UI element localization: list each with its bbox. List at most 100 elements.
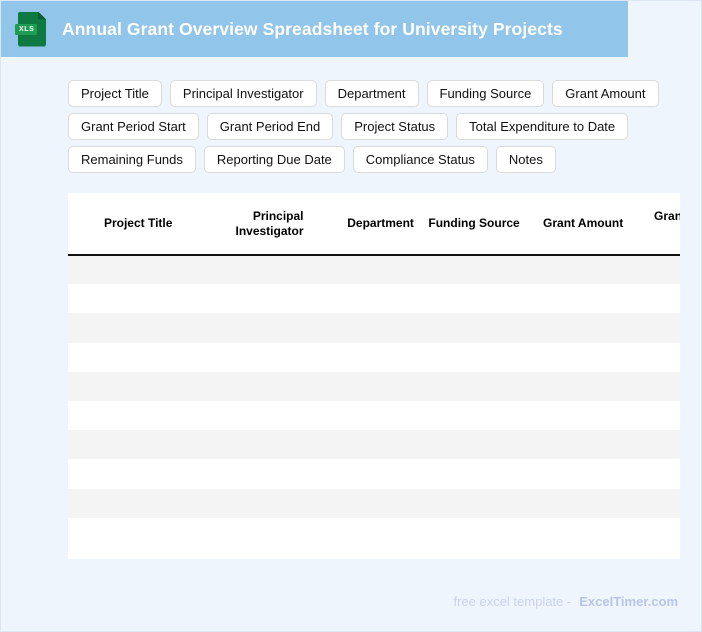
table-cell[interactable] (629, 342, 680, 372)
table-cell[interactable] (68, 342, 179, 372)
table-cell[interactable] (419, 255, 526, 285)
table-cell[interactable] (525, 488, 630, 518)
field-chip[interactable]: Principal Investigator (169, 80, 317, 107)
table-cell[interactable] (178, 400, 310, 431)
table-cell[interactable] (525, 400, 630, 431)
field-chip[interactable]: Total Expenditure to Date (456, 113, 629, 140)
column-header[interactable]: Grant Amount (525, 193, 630, 256)
table-row[interactable] (68, 255, 680, 285)
table-row[interactable] (68, 459, 680, 489)
table-cell[interactable] (419, 400, 526, 431)
table-cell[interactable] (68, 517, 179, 547)
header-banner: XLS Annual Grant Overview Spreadsheet fo… (1, 1, 628, 57)
field-chip[interactable]: Department (324, 80, 419, 107)
table-row[interactable] (68, 517, 680, 547)
field-chip[interactable]: Grant Period End (206, 113, 334, 140)
table-row[interactable] (68, 488, 680, 518)
spreadsheet-table: Project Title Principal Investigator Depar… (68, 193, 680, 547)
footer-label: free excel template - (453, 594, 572, 609)
table-head: Project Title Principal Investigator Depar… (68, 193, 680, 256)
table-cell[interactable] (309, 313, 420, 343)
table-cell[interactable] (525, 342, 630, 372)
field-chip[interactable]: Grant Period Start (68, 113, 199, 140)
field-chip[interactable]: Project Title (68, 80, 162, 107)
xls-file-icon: XLS (15, 11, 46, 47)
field-chip[interactable]: Compliance Status (352, 146, 488, 173)
table-cell[interactable] (525, 517, 630, 547)
table-cell[interactable] (309, 517, 420, 547)
table-cell[interactable] (629, 488, 680, 518)
table-cell[interactable] (68, 459, 179, 489)
field-chip[interactable]: Notes (495, 146, 556, 173)
table-row[interactable] (68, 284, 680, 314)
table-cell[interactable] (525, 430, 630, 460)
table-cell[interactable] (629, 313, 680, 343)
table-cell[interactable] (309, 342, 420, 372)
table-row[interactable] (68, 430, 680, 460)
table-cell[interactable] (68, 313, 179, 343)
field-chip[interactable]: Remaining Funds (68, 146, 196, 173)
table-row[interactable] (68, 313, 680, 343)
table-cell[interactable] (309, 430, 420, 460)
field-chip[interactable]: Reporting Due Date (203, 146, 345, 173)
table-cell[interactable] (629, 284, 680, 314)
xls-icon-fold-corner (38, 11, 46, 20)
spreadsheet-table-container[interactable]: Project Title Principal Investigator Depar… (68, 193, 680, 559)
table-cell[interactable] (525, 459, 630, 489)
table-cell[interactable] (419, 459, 526, 489)
table-cell[interactable] (309, 400, 420, 431)
table-cell[interactable] (419, 488, 526, 518)
table-cell[interactable] (309, 255, 420, 285)
table-cell[interactable] (178, 459, 310, 489)
table-cell[interactable] (419, 284, 526, 314)
field-chip-list: Project Title Principal Investigator Depar… (68, 80, 684, 173)
table-cell[interactable] (419, 517, 526, 547)
table-cell[interactable] (178, 342, 310, 372)
table-cell[interactable] (419, 430, 526, 460)
field-chip[interactable]: Funding Source (426, 80, 545, 107)
table-cell[interactable] (525, 284, 630, 314)
field-chip[interactable]: Grant Amount (552, 80, 659, 107)
table-cell[interactable] (629, 430, 680, 460)
table-cell[interactable] (309, 488, 420, 518)
table-cell[interactable] (525, 313, 630, 343)
table-cell[interactable] (419, 342, 526, 372)
table-row[interactable] (68, 371, 680, 401)
table-cell[interactable] (68, 255, 179, 285)
table-cell[interactable] (68, 488, 179, 518)
table-cell[interactable] (525, 371, 630, 401)
column-header[interactable]: Department (309, 193, 420, 256)
table-body (68, 255, 680, 547)
field-chip[interactable]: Project Status (341, 113, 449, 140)
footer-brand-link[interactable]: ExcelTimer.com (579, 594, 678, 609)
table-cell[interactable] (178, 488, 310, 518)
table-cell[interactable] (68, 284, 179, 314)
table-cell[interactable] (309, 284, 420, 314)
table-cell[interactable] (178, 371, 310, 401)
table-cell[interactable] (309, 371, 420, 401)
table-cell[interactable] (68, 430, 179, 460)
table-cell[interactable] (525, 255, 630, 285)
table-cell[interactable] (309, 459, 420, 489)
table-cell[interactable] (629, 255, 680, 285)
table-cell[interactable] (178, 517, 310, 547)
table-cell[interactable] (178, 313, 310, 343)
page-title: Annual Grant Overview Spreadsheet for Un… (62, 18, 563, 39)
table-cell[interactable] (419, 371, 526, 401)
column-header[interactable]: Funding Source (419, 193, 526, 256)
column-header[interactable]: Principal Investigator (178, 193, 310, 256)
table-cell[interactable] (178, 284, 310, 314)
table-cell[interactable] (68, 400, 179, 431)
table-row[interactable] (68, 400, 680, 431)
table-cell[interactable] (419, 313, 526, 343)
column-header[interactable]: Grant Period Start (629, 193, 680, 256)
table-row[interactable] (68, 342, 680, 372)
table-cell[interactable] (68, 371, 179, 401)
table-cell[interactable] (629, 517, 680, 547)
table-cell[interactable] (178, 255, 310, 285)
table-cell[interactable] (629, 400, 680, 431)
table-cell[interactable] (178, 430, 310, 460)
table-cell[interactable] (629, 459, 680, 489)
column-header[interactable]: Project Title (68, 193, 179, 256)
table-cell[interactable] (629, 371, 680, 401)
